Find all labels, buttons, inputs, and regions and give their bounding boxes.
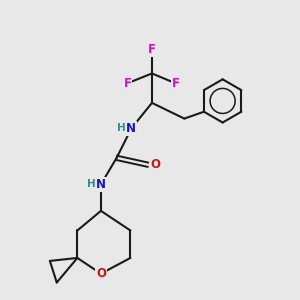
Text: F: F	[172, 77, 179, 90]
Text: F: F	[123, 77, 131, 90]
Text: N: N	[126, 122, 136, 135]
Text: N: N	[96, 178, 106, 191]
Text: H: H	[87, 179, 95, 189]
Text: H: H	[117, 123, 126, 134]
Text: O: O	[96, 267, 106, 280]
Text: O: O	[150, 158, 160, 171]
Text: F: F	[148, 44, 156, 56]
